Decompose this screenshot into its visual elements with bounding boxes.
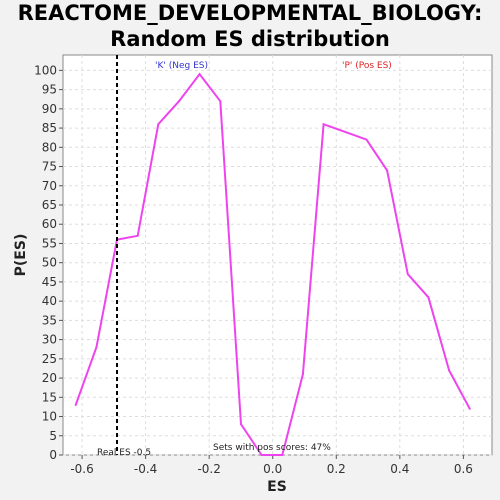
pos-es-label: 'P' (Pos ES) bbox=[342, 61, 392, 71]
y-tick-label: 55 bbox=[42, 236, 57, 250]
x-tick-label: 0.2 bbox=[327, 462, 346, 476]
x-tick-label: 0.6 bbox=[454, 462, 473, 476]
y-tick-label: 95 bbox=[42, 83, 57, 97]
y-tick-label: 65 bbox=[42, 198, 57, 212]
data-point bbox=[95, 346, 98, 349]
y-tick-label: 85 bbox=[42, 121, 57, 135]
y-tick-label: 80 bbox=[42, 140, 57, 154]
y-tick-label: 5 bbox=[49, 429, 57, 443]
data-point bbox=[177, 100, 180, 103]
y-tick-label: 45 bbox=[42, 275, 57, 289]
y-tick-label: 100 bbox=[34, 63, 57, 77]
y-tick-label: 75 bbox=[42, 160, 57, 174]
y-tick-label: 60 bbox=[42, 217, 57, 231]
data-point bbox=[74, 404, 77, 406]
x-tick-label: -0.4 bbox=[134, 462, 157, 476]
chart-title: REACTOME_DEVELOPMENTAL_BIOLOGY: Random E… bbox=[0, 0, 500, 52]
y-tick-label: 40 bbox=[42, 294, 57, 308]
data-point bbox=[301, 373, 304, 376]
series-group bbox=[74, 72, 471, 456]
neg-es-label: 'K' (Neg ES) bbox=[155, 61, 208, 71]
x-tick-label: -0.6 bbox=[70, 462, 93, 476]
data-point bbox=[136, 234, 139, 237]
data-point bbox=[281, 454, 284, 456]
pos-scores-label: Sets with pos scores: 47% bbox=[213, 443, 331, 453]
data-point bbox=[468, 407, 471, 410]
chart-title-line2: Random ES distribution bbox=[110, 27, 390, 51]
y-tick-label: 20 bbox=[42, 371, 57, 385]
x-axis: -0.6 -0.4 -0.2 0.0 0.2 0.4 0.6 bbox=[70, 455, 473, 476]
data-point bbox=[448, 369, 451, 372]
real-es-label: Real ES -0.5 bbox=[97, 448, 151, 458]
chart-title-line1: REACTOME_DEVELOPMENTAL_BIOLOGY: bbox=[17, 1, 483, 25]
data-point bbox=[219, 100, 222, 103]
grid bbox=[63, 55, 492, 456]
data-point bbox=[322, 123, 325, 126]
y-tick-label: 0 bbox=[49, 448, 57, 462]
data-point bbox=[365, 138, 368, 141]
data-point bbox=[157, 123, 160, 126]
y-tick-label: 90 bbox=[42, 102, 57, 116]
x-tick-label: -0.2 bbox=[197, 462, 220, 476]
y-axis-label: P(ES) bbox=[13, 234, 29, 277]
data-point bbox=[386, 169, 389, 172]
x-tick-label: 0.0 bbox=[263, 462, 282, 476]
y-tick-label: 25 bbox=[42, 352, 57, 366]
x-tick-label: 0.4 bbox=[390, 462, 409, 476]
y-tick-label: 30 bbox=[42, 333, 57, 347]
y-tick-label: 10 bbox=[42, 410, 57, 424]
y-tick-label: 35 bbox=[42, 313, 57, 327]
data-point bbox=[406, 273, 409, 276]
y-tick-label: 50 bbox=[42, 256, 57, 270]
y-tick-label: 15 bbox=[42, 390, 57, 404]
x-axis-label: ES bbox=[267, 479, 287, 495]
y-tick-label: 70 bbox=[42, 179, 57, 193]
data-point bbox=[260, 454, 263, 456]
data-point bbox=[198, 73, 201, 76]
data-point bbox=[427, 296, 430, 299]
data-point bbox=[239, 423, 242, 426]
plot-area bbox=[62, 54, 493, 456]
y-axis: 0 5 10 15 20 25 30 35 40 45 50 55 60 65 70 75 80 85 90 95 10… bbox=[34, 63, 63, 462]
